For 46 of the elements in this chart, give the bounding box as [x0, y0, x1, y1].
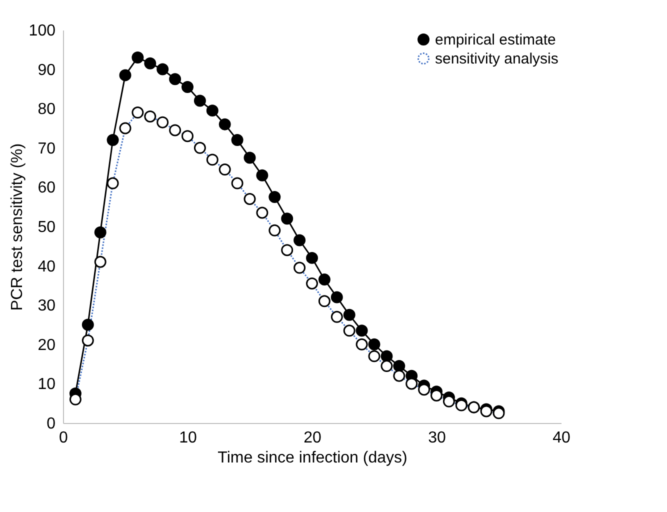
y-tick-label: 10 — [38, 376, 56, 394]
point — [132, 52, 144, 64]
x-tick-label: 40 — [552, 430, 570, 446]
legend-label: sensitivity analysis — [435, 50, 558, 68]
point — [182, 81, 194, 93]
x-tick-label: 20 — [304, 430, 322, 446]
legend-label: empirical estimate — [435, 32, 556, 48]
point — [156, 63, 169, 76]
y-tick-label: 20 — [38, 336, 56, 354]
x-tick-label: 30 — [428, 430, 446, 446]
y-tick-label: 90 — [38, 62, 56, 79]
y-tick-label: 70 — [38, 140, 56, 158]
point — [318, 274, 330, 286]
y-tick-label: 60 — [38, 180, 56, 197]
point — [94, 226, 106, 238]
point — [244, 152, 256, 164]
point — [330, 291, 343, 304]
x-tick-label: 10 — [179, 430, 197, 446]
point — [356, 324, 368, 337]
y-tick-label: 40 — [38, 258, 56, 276]
y-axis-title: PCR test sensitivity (%) — [8, 143, 26, 311]
y-tick-label: 100 — [28, 22, 56, 40]
point — [343, 308, 356, 321]
point — [294, 234, 306, 246]
x-tick-label: 0 — [59, 430, 68, 446]
y-tick-label: 0 — [46, 416, 56, 432]
y-tick-label: 80 — [38, 101, 56, 118]
point — [268, 191, 281, 204]
point — [380, 350, 393, 362]
y-tick-label: 30 — [38, 298, 56, 315]
y-tick-label: 50 — [38, 219, 56, 236]
point — [281, 212, 294, 225]
point — [169, 73, 182, 86]
point — [82, 318, 94, 331]
point — [231, 134, 244, 146]
x-axis-title: Time since infection (days) — [218, 450, 408, 466]
point — [368, 338, 380, 350]
point — [218, 118, 231, 130]
point — [144, 57, 156, 70]
point — [119, 69, 132, 82]
point — [194, 94, 206, 107]
point — [106, 134, 119, 146]
point — [206, 104, 218, 117]
point — [256, 169, 268, 182]
point — [393, 360, 406, 372]
point — [306, 252, 318, 264]
